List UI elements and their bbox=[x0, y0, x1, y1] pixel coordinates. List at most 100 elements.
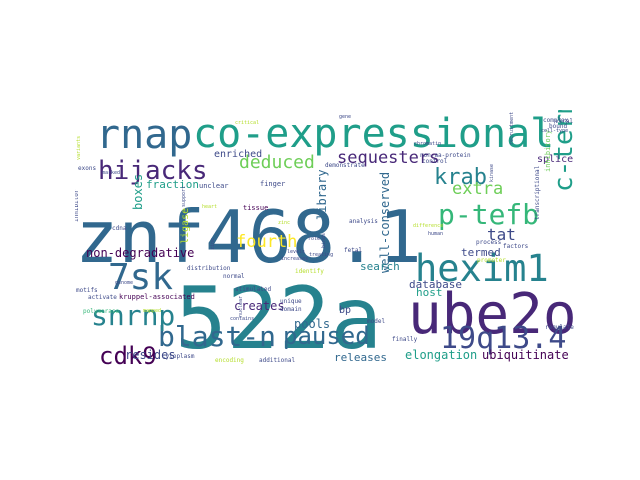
word-sequesters: sequesters bbox=[337, 148, 439, 168]
word-regulate: regulate bbox=[545, 324, 574, 331]
word-fetal: fetal bbox=[344, 247, 362, 254]
word-activate: activate bbox=[88, 294, 117, 301]
word-domain: domain bbox=[280, 306, 302, 313]
word-fraction: fraction bbox=[146, 178, 199, 191]
word-search: search bbox=[360, 260, 400, 273]
word-library: library bbox=[315, 169, 329, 220]
word-cdk9: cdk9 bbox=[99, 342, 157, 365]
word-7sk: 7sk bbox=[108, 257, 173, 298]
word-variants: variants bbox=[76, 136, 82, 160]
word-levels: levels bbox=[287, 249, 305, 255]
word-gene: gene bbox=[339, 114, 351, 120]
word-cdna: cdna bbox=[112, 225, 127, 232]
word-krab: krab bbox=[434, 165, 487, 190]
word-hexim1: hexim1 bbox=[415, 247, 549, 290]
word-znf468-1: znf468.1 bbox=[75, 195, 422, 279]
word-non-aa-protein: non-aa-protein bbox=[420, 152, 471, 159]
word-bound: bound bbox=[549, 123, 567, 130]
word-blast-n: blast-n bbox=[158, 320, 276, 353]
word-additional: additional bbox=[259, 357, 296, 364]
word-unique: unique bbox=[280, 298, 302, 305]
word-cell-type: cell-type bbox=[541, 128, 568, 134]
word-demonstrate: demonstrate bbox=[325, 162, 365, 169]
word-stimulated: stimulated bbox=[235, 286, 272, 293]
word-zinc: zinc bbox=[278, 220, 290, 226]
word-termed: termed bbox=[461, 246, 501, 259]
word-522a: 522a bbox=[175, 269, 382, 365]
word-mapped: mapped bbox=[143, 308, 161, 314]
word-process: process bbox=[476, 239, 502, 246]
word-fourth: fourth bbox=[236, 232, 297, 252]
word-normal: normal bbox=[223, 273, 245, 280]
word-control: control bbox=[422, 158, 448, 165]
word-hijacks: hijacks bbox=[98, 156, 208, 186]
word-19q13-4: 19q13.4 bbox=[440, 321, 566, 356]
word-cytoplasm: cytoplasm bbox=[162, 353, 195, 360]
word-factors: factors bbox=[503, 243, 529, 250]
word-nuclear: nuclear bbox=[238, 296, 244, 317]
word-human: human bbox=[428, 231, 443, 237]
word-distribution: distribution bbox=[187, 265, 231, 272]
word-binds: binds bbox=[321, 233, 327, 248]
word-deduced: deduced bbox=[239, 152, 315, 173]
word-enriched: enriched bbox=[214, 149, 262, 160]
word-marked: marked bbox=[102, 170, 120, 176]
word-finally: finally bbox=[392, 336, 418, 343]
word-kinase: kinase bbox=[489, 164, 495, 182]
word-analysis: analysis bbox=[349, 218, 378, 225]
word-non-degradative: non-degradative bbox=[86, 246, 194, 260]
word-heart: heart bbox=[202, 204, 217, 210]
word-ligase: ligase bbox=[180, 208, 191, 244]
word-critical: critical bbox=[235, 120, 259, 126]
word-kruppel-associated: kruppel-associated bbox=[119, 293, 195, 301]
word-pools: pools bbox=[294, 317, 330, 331]
word-tissue: tissue bbox=[243, 204, 268, 212]
word-resides: resides bbox=[125, 348, 176, 362]
word-ubiquitinate: ubiquitinate bbox=[482, 348, 569, 362]
word-snrnp: snrnp bbox=[91, 299, 175, 332]
word-recruitment: recruitment bbox=[509, 112, 515, 145]
word-identify: identify bbox=[295, 268, 324, 275]
word-inhibitory: inhibitory bbox=[544, 130, 552, 172]
word-c-termini: c-termini bbox=[549, 110, 579, 192]
word-rnap: rnap bbox=[96, 112, 192, 158]
word-treating: treating bbox=[309, 252, 333, 258]
word-database: database bbox=[409, 278, 462, 291]
word-contains: contains bbox=[230, 316, 254, 322]
word-co-expressional: co-expressional bbox=[193, 111, 554, 157]
word-unclear: unclear bbox=[199, 182, 229, 190]
word-genome: genome bbox=[115, 280, 133, 286]
word-viral: viral bbox=[555, 118, 573, 125]
word-role: role bbox=[308, 236, 320, 242]
word-bp: bp bbox=[339, 305, 351, 316]
word-host: host bbox=[416, 286, 443, 299]
word-cloud: 522a znf468.1 co-expressional ube2o rnap hexi… bbox=[75, 110, 585, 365]
word-paused: paused bbox=[283, 322, 370, 350]
word-well-conserved: well-conserved bbox=[378, 172, 392, 273]
word-p-tefb: p-tefb bbox=[438, 198, 539, 231]
word-support: support bbox=[181, 186, 187, 207]
word-promoter: promoter bbox=[477, 257, 506, 264]
word-complex: complex bbox=[543, 117, 569, 124]
word-transcriptional: transcriptional bbox=[534, 165, 541, 220]
word-splice: splice bbox=[537, 154, 573, 165]
word-releases: releases bbox=[334, 351, 387, 364]
word-difference: difference bbox=[413, 223, 443, 229]
word-encoding: encoding bbox=[215, 357, 244, 364]
word-boxes: boxes bbox=[131, 174, 145, 210]
word-creates: creates bbox=[234, 299, 285, 313]
word-extra: extra bbox=[452, 179, 503, 199]
word-motifs: motifs bbox=[76, 287, 98, 294]
word-ube2o: ube2o bbox=[408, 282, 577, 347]
word-chromatin: chromatin bbox=[414, 141, 441, 147]
word-polymerase: polymerase bbox=[83, 308, 120, 315]
word-elongation: elongation bbox=[405, 348, 477, 362]
word-exons: exons bbox=[78, 165, 96, 172]
word-inhibitor: inhibitor bbox=[75, 189, 80, 222]
word-finger: finger bbox=[260, 180, 285, 188]
word-model: model bbox=[367, 318, 385, 325]
word-zinc: zinc bbox=[210, 238, 216, 250]
word-increases: increases bbox=[281, 256, 308, 262]
